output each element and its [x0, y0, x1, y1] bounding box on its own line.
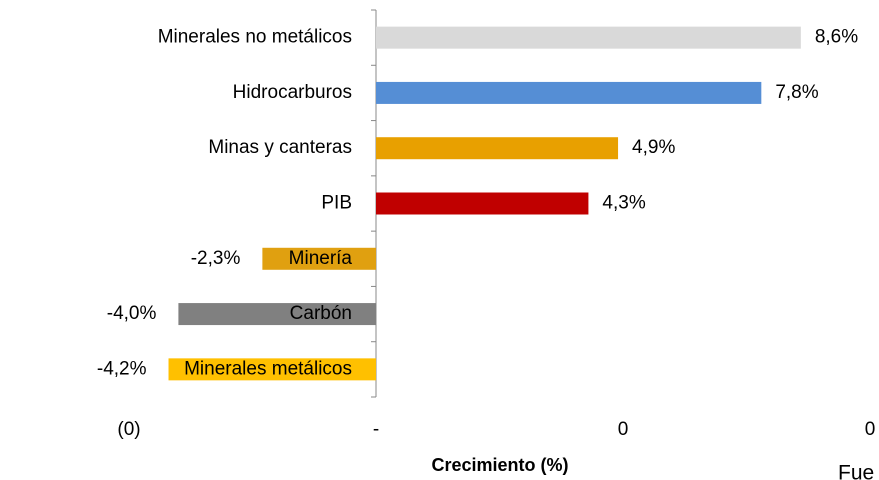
bar [376, 81, 762, 104]
value-label: 7,8% [775, 82, 818, 103]
bar [262, 247, 376, 270]
x-tick-label: 0 [865, 419, 876, 440]
bar [178, 303, 376, 326]
category-label: Hidrocarburos [233, 82, 352, 103]
bar [376, 192, 589, 215]
category-label: Minerales no metálicos [158, 27, 352, 48]
category-label: Minería [289, 248, 353, 269]
annotation: Fue [838, 462, 874, 480]
category-label: PIB [321, 193, 352, 214]
value-label: -4,0% [107, 303, 157, 324]
x-tick-label: - [373, 419, 379, 440]
value-label: -2,3% [191, 248, 241, 269]
value-label: 4,3% [602, 193, 645, 214]
value-label: -4,2% [97, 358, 147, 379]
x-tick-label: 0 [618, 419, 629, 440]
bar [376, 26, 801, 49]
x-tick-label: (0) [117, 419, 140, 440]
value-label: 8,6% [815, 27, 858, 48]
value-label: 4,9% [632, 137, 675, 158]
category-label: Carbón [290, 303, 352, 324]
category-label: Minerales metálicos [184, 358, 352, 379]
bar [168, 358, 376, 381]
x-axis-label: Crecimiento (%) [431, 455, 568, 475]
bar [376, 137, 619, 160]
category-label: Minas y canteras [208, 137, 352, 158]
